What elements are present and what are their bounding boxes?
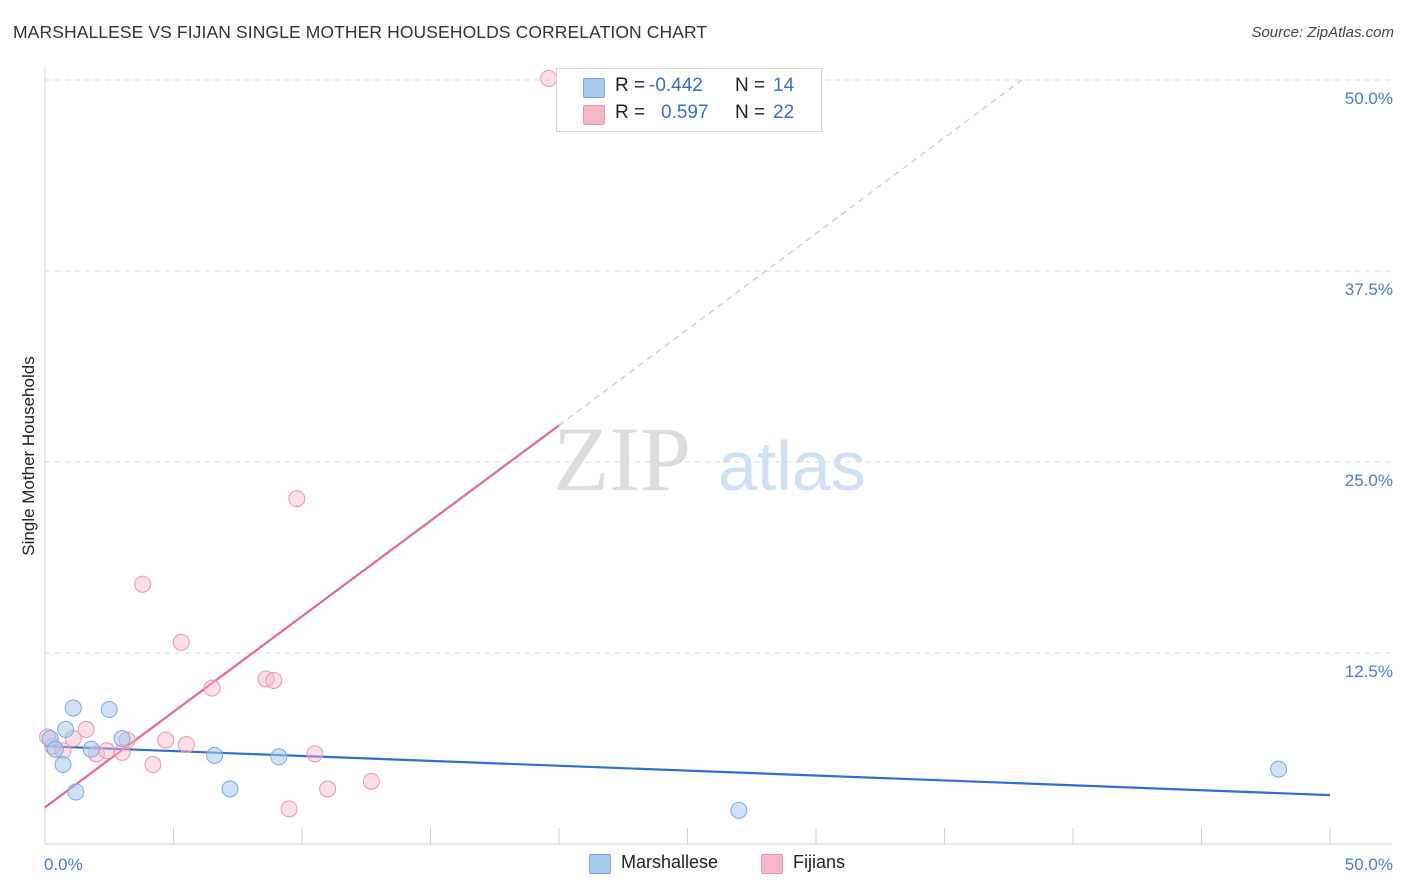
watermark-zip: ZIP [553, 408, 691, 510]
point-marshallese [206, 746, 224, 764]
bottom-legend-swatch-marshallese [589, 854, 611, 874]
y-tick-label: 25.0% [1345, 471, 1393, 490]
point-fijians [265, 672, 283, 690]
legend-n-value: 22 [773, 102, 795, 123]
source-label: Source: ZipAtlas.com [1251, 24, 1394, 41]
legend-r-value: -0.442 [649, 75, 703, 96]
tick-labels: 12.5% 25.0% 37.5% 50.0% 0.0% 50.0% [44, 89, 1393, 874]
point-marshallese [113, 730, 131, 748]
point-fijians [177, 736, 195, 754]
point-marshallese [57, 720, 75, 738]
axes [44, 68, 1392, 845]
x-tick-label: 50.0% [1345, 855, 1393, 874]
data-points [39, 69, 1288, 819]
point-fijians [144, 756, 162, 774]
point-marshallese [221, 780, 239, 798]
legend-n-label: N = [735, 102, 766, 123]
point-fijians [172, 633, 190, 651]
watermark-atlas: atlas [718, 427, 866, 505]
point-fijians [280, 800, 298, 818]
legend-r-value: 0.597 [661, 102, 709, 123]
chart-title: MARSHALLESE VS FIJIAN SINGLE MOTHER HOUS… [13, 22, 708, 42]
trend-line-fijians [44, 424, 560, 809]
bottom-legend-swatch-fijians [761, 854, 783, 874]
point-marshallese [54, 756, 72, 774]
point-fijians [134, 575, 152, 593]
point-fijians [203, 679, 221, 697]
legend-swatch-fijians [583, 105, 605, 125]
point-fijians [306, 745, 324, 763]
point-fijians [288, 490, 306, 508]
y-tick-label: 50.0% [1345, 89, 1393, 108]
point-fijians [77, 720, 95, 738]
x-tick-label: 0.0% [44, 855, 83, 874]
point-marshallese [730, 801, 748, 819]
legend-n-value: 14 [773, 75, 795, 96]
y-axis-label: Single Mother Households [19, 356, 38, 555]
legend-n-label: N = [735, 75, 766, 96]
point-fijians [98, 742, 116, 760]
point-marshallese [270, 748, 288, 766]
point-fijians [362, 772, 380, 790]
point-fijians [540, 69, 558, 87]
point-fijians [319, 780, 337, 798]
watermark: ZIP atlas [553, 408, 866, 510]
point-fijians [157, 731, 175, 749]
trend-line-marshallese [44, 745, 1331, 797]
y-tick-label: 37.5% [1345, 280, 1393, 299]
legend-swatch-marshallese [583, 78, 605, 98]
point-marshallese [1270, 760, 1288, 778]
bottom-legend-label: Fijians [793, 852, 846, 872]
grid [45, 79, 1392, 654]
point-marshallese [100, 701, 118, 719]
correlation-legend: R = -0.442 N = 14 R = 0.597 N = 22 [556, 68, 822, 132]
point-marshallese [82, 740, 100, 758]
legend-r-label: R = [615, 102, 646, 123]
trend-lines [44, 79, 1331, 809]
bottom-legend-label: Marshallese [621, 852, 719, 872]
point-marshallese [64, 699, 82, 717]
point-marshallese [67, 783, 85, 801]
y-tick-label: 12.5% [1345, 662, 1393, 681]
point-marshallese [46, 740, 64, 758]
legend-r-label: R = [615, 75, 646, 96]
trend-line-fijians-extension [558, 79, 1022, 426]
